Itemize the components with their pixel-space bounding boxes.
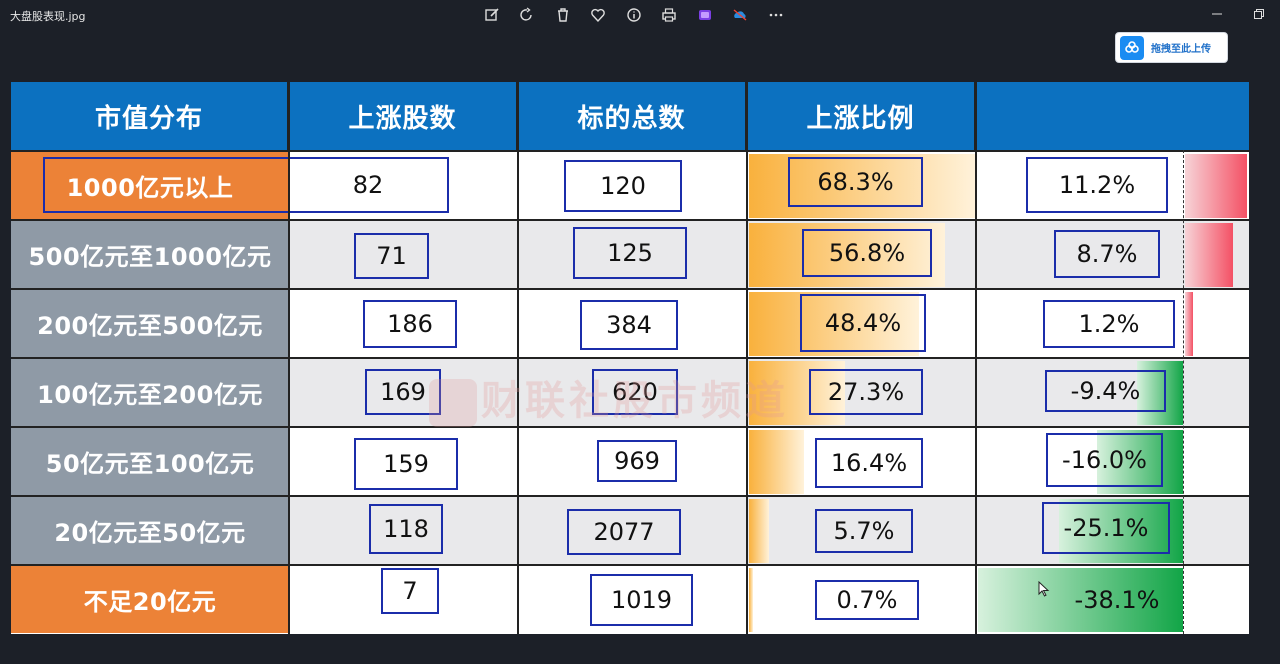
- upload-button[interactable]: 拖拽至此上传: [1115, 32, 1228, 63]
- table-row: 500亿元至1000亿元 71 125 56.8% 8.7%: [11, 219, 1249, 288]
- rising-count-cell: 118: [369, 504, 443, 554]
- ratio-bar: [749, 499, 769, 563]
- ratio-bar: [749, 154, 975, 218]
- total-count-cell: 384: [580, 300, 678, 350]
- category-cell: 20亿元至50亿元: [11, 497, 289, 564]
- category-cell: 100亿元至200亿元: [11, 359, 289, 426]
- more-icon[interactable]: [758, 4, 794, 26]
- column-divider: [746, 82, 748, 634]
- ratio-bar: [749, 430, 804, 494]
- change-cell: -38.1%: [1074, 586, 1160, 614]
- ratio-cell: 16.4%: [815, 438, 923, 488]
- rotate-icon[interactable]: [510, 4, 546, 26]
- rising-count-cell: 7: [381, 568, 439, 614]
- edit-icon[interactable]: [474, 4, 510, 26]
- category-cell: 1000亿元以上: [11, 152, 289, 219]
- column-divider: [517, 82, 519, 634]
- change-bar: [1185, 292, 1193, 356]
- total-count-cell: 120: [564, 160, 682, 212]
- watermark-text: 财联社股市频道: [481, 378, 789, 424]
- total-count-cell: 125: [573, 227, 687, 279]
- table-row: 100亿元至200亿元 169 620 27.3% -9.4%: [11, 357, 1249, 426]
- category-cell: 50亿元至100亿元: [11, 428, 289, 495]
- column-divider: [975, 82, 977, 634]
- ratio-cell: 27.3%: [809, 369, 923, 415]
- ratio-cell: 68.3%: [788, 157, 923, 207]
- table-row: 1000亿元以上 82 120 68.3% 11.2%: [11, 150, 1249, 219]
- zero-axis-line: [1183, 150, 1184, 634]
- change-cell: -9.4%: [1045, 370, 1166, 412]
- ratio-bar: [749, 292, 919, 356]
- table-row: 20亿元至50亿元 118 2077 5.7% -25.1%: [11, 495, 1249, 564]
- category-cell: 不足20亿元: [11, 566, 289, 633]
- title-bar: 大盘股表现.jpg: [0, 0, 1280, 30]
- table-row: 不足20亿元 7 1019 0.7% -38.1%: [11, 564, 1249, 633]
- table-row: 200亿元至500亿元 186 384 48.4% 1.2%: [11, 288, 1249, 357]
- rising-count-cell: 71: [354, 233, 429, 279]
- upload-label: 拖拽至此上传: [1151, 44, 1211, 55]
- clipchamp-icon[interactable]: [687, 4, 723, 26]
- change-bar: [978, 568, 1183, 632]
- category-cell: 200亿元至500亿元: [11, 290, 289, 357]
- change-bar: [1185, 223, 1233, 287]
- watermark-logo-icon: [429, 379, 477, 427]
- change-cell: 8.7%: [1054, 230, 1160, 278]
- table-row: 50亿元至100亿元 159 969 16.4% -16.0%: [11, 426, 1249, 495]
- baidu-netdisk-icon: [1120, 35, 1144, 60]
- ratio-cell: 0.7%: [815, 580, 919, 620]
- rising-count-cell: 159: [354, 438, 458, 490]
- total-count-cell: 620: [592, 369, 678, 415]
- change-cell: -25.1%: [1042, 502, 1170, 554]
- header-market-cap: 市值分布: [11, 82, 289, 150]
- delete-icon[interactable]: [545, 4, 581, 26]
- minimize-icon[interactable]: [1196, 0, 1238, 28]
- header-rising-ratio: 上涨比例: [747, 82, 976, 150]
- ratio-bar: [749, 568, 753, 632]
- change-cell: 11.2%: [1026, 157, 1168, 213]
- restore-icon[interactable]: [1238, 0, 1280, 28]
- print-icon[interactable]: [652, 4, 688, 26]
- watermark: 财联社股市频道: [429, 368, 789, 427]
- column-divider: [288, 82, 290, 634]
- ratio-cell: 48.4%: [800, 294, 926, 352]
- mouse-cursor-icon: [1038, 580, 1050, 601]
- change-bar: [1097, 430, 1183, 494]
- category-cell: 500亿元至1000亿元: [11, 221, 289, 288]
- ratio-cell: 56.8%: [802, 229, 932, 277]
- info-icon[interactable]: [616, 4, 652, 26]
- total-count-cell: 1019: [590, 574, 693, 626]
- ratio-cell: 5.7%: [815, 509, 913, 553]
- onedrive-icon[interactable]: [723, 4, 759, 26]
- rising-count-cell: 82: [289, 157, 449, 213]
- header-total-count: 标的总数: [518, 82, 747, 150]
- rising-count-cell: 186: [363, 300, 457, 348]
- total-count-cell: 2077: [567, 509, 681, 555]
- window-controls: [1196, 0, 1280, 28]
- file-title: 大盘股表现.jpg: [10, 10, 86, 23]
- change-cell: -16.0%: [1046, 433, 1163, 487]
- change-cell: 1.2%: [1043, 300, 1175, 348]
- favorite-icon[interactable]: [581, 4, 617, 26]
- market-cap-table-image: 市值分布 上涨股数 标的总数 上涨比例 1000亿元以上 82 120 68.3…: [11, 82, 1249, 634]
- total-count-cell: 969: [597, 440, 677, 482]
- change-bar: [1185, 154, 1247, 218]
- header-rising-count: 上涨股数: [289, 82, 518, 150]
- toolbar: [474, 4, 794, 26]
- rising-count-cell: 169: [365, 369, 441, 415]
- header-change: [976, 82, 1249, 150]
